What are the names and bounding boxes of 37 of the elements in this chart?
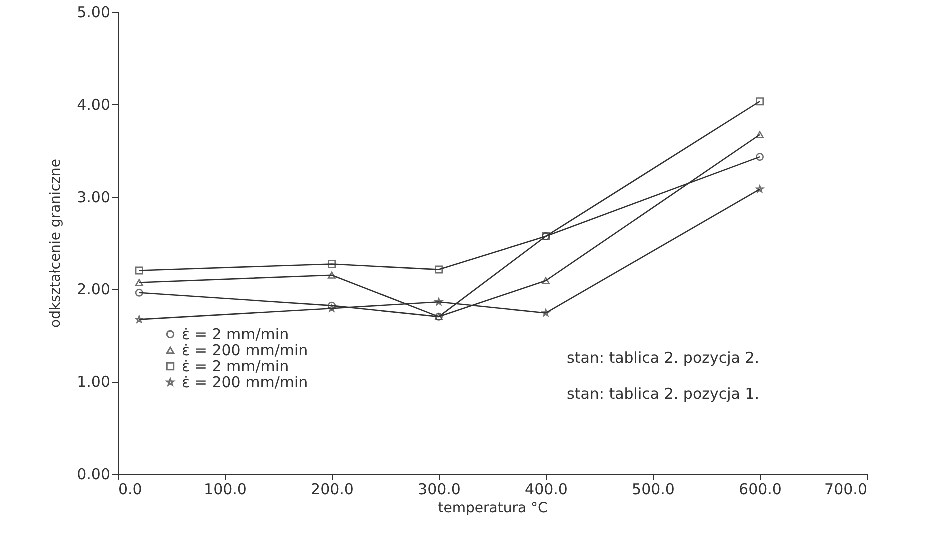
x-tick-label: 600.0 xyxy=(739,480,782,498)
point xyxy=(135,266,144,275)
y-tick-label: 4.00 xyxy=(77,96,110,114)
y-tick-label: 2.00 xyxy=(77,280,110,299)
point xyxy=(328,302,336,310)
point xyxy=(135,279,144,286)
y-tick-label: 0.00 xyxy=(77,466,110,484)
point xyxy=(756,185,764,193)
y-tick-label: 1.00 xyxy=(77,373,110,392)
y-tick-label: 3.00 xyxy=(77,188,110,206)
legend-label: ε̇ = 200 mm/min xyxy=(182,374,308,392)
y-axis-title: odkształcenie graniczne xyxy=(48,159,64,328)
point xyxy=(542,277,550,284)
x-tick-label: 100.0 xyxy=(204,480,247,498)
x-tick-label: 200.0 xyxy=(311,480,354,498)
point xyxy=(328,272,336,279)
point xyxy=(328,260,336,268)
x-tick-label: 700.0 xyxy=(824,480,868,498)
y-tick-label: 5.00 xyxy=(77,4,110,22)
legend-label: ε̇ = 2 mm/min xyxy=(182,326,290,344)
point xyxy=(756,153,764,162)
point xyxy=(434,266,444,274)
x-tick-label: 300.0 xyxy=(418,480,461,498)
x-tick-label: 500.0 xyxy=(632,480,675,498)
legend-label: ε̇ = 2 mm/min xyxy=(182,358,290,376)
legend-label: ε̇ = 200 mm/min xyxy=(182,342,308,360)
annotation: stan: tablica 2. pozycja 2. xyxy=(567,349,760,367)
point xyxy=(328,304,336,312)
point xyxy=(542,309,550,317)
x-axis-title: temperatura °C xyxy=(438,500,548,516)
point xyxy=(756,131,764,138)
annotation: stan: tablica 2. pozycja 1. xyxy=(567,385,760,403)
point xyxy=(435,298,443,306)
x-tick-label: 0.0 xyxy=(118,480,142,498)
point xyxy=(756,98,764,106)
x-tick-label: 400.0 xyxy=(525,480,568,498)
point xyxy=(135,288,144,297)
